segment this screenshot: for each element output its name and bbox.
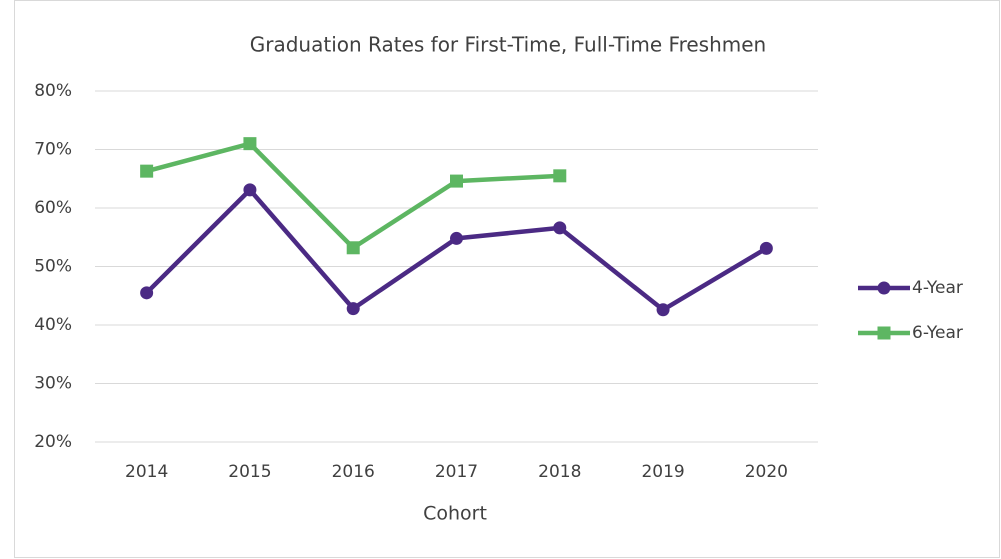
y-tick-label: 60%: [34, 198, 72, 218]
x-tick-label: 2015: [228, 462, 271, 482]
data-point: [553, 169, 567, 183]
y-tick-label: 70%: [34, 140, 72, 160]
y-tick-label: 20%: [34, 432, 72, 452]
y-tick-label: 40%: [34, 315, 72, 335]
legend-label: 6-Year: [912, 323, 963, 343]
chart-title: Graduation Rates for First-Time, Full-Ti…: [250, 33, 766, 57]
data-point: [346, 302, 360, 316]
x-tick-label: 2018: [538, 462, 581, 482]
x-tick-label: 2014: [125, 462, 168, 482]
y-tick-label: 50%: [34, 257, 72, 277]
legend-marker: [877, 281, 891, 295]
legend-label: 4-Year: [912, 278, 963, 298]
y-tick-label: 30%: [34, 374, 72, 394]
data-point: [140, 286, 154, 300]
data-point: [759, 241, 773, 255]
data-point: [243, 183, 257, 197]
data-point: [346, 241, 360, 255]
x-tick-label: 2019: [641, 462, 684, 482]
y-tick-label: 80%: [34, 81, 72, 101]
legend-marker: [877, 326, 891, 340]
data-point: [140, 164, 154, 178]
x-axis-title: Cohort: [423, 503, 487, 525]
data-point: [450, 174, 463, 188]
x-tick-label: 2017: [435, 462, 478, 482]
data-point: [243, 137, 257, 151]
chart-border: [14, 0, 1000, 558]
x-tick-label: 2016: [332, 462, 375, 482]
x-tick-label: 2020: [745, 462, 788, 482]
data-point: [656, 303, 670, 317]
data-point: [450, 231, 463, 245]
data-point: [553, 221, 567, 235]
